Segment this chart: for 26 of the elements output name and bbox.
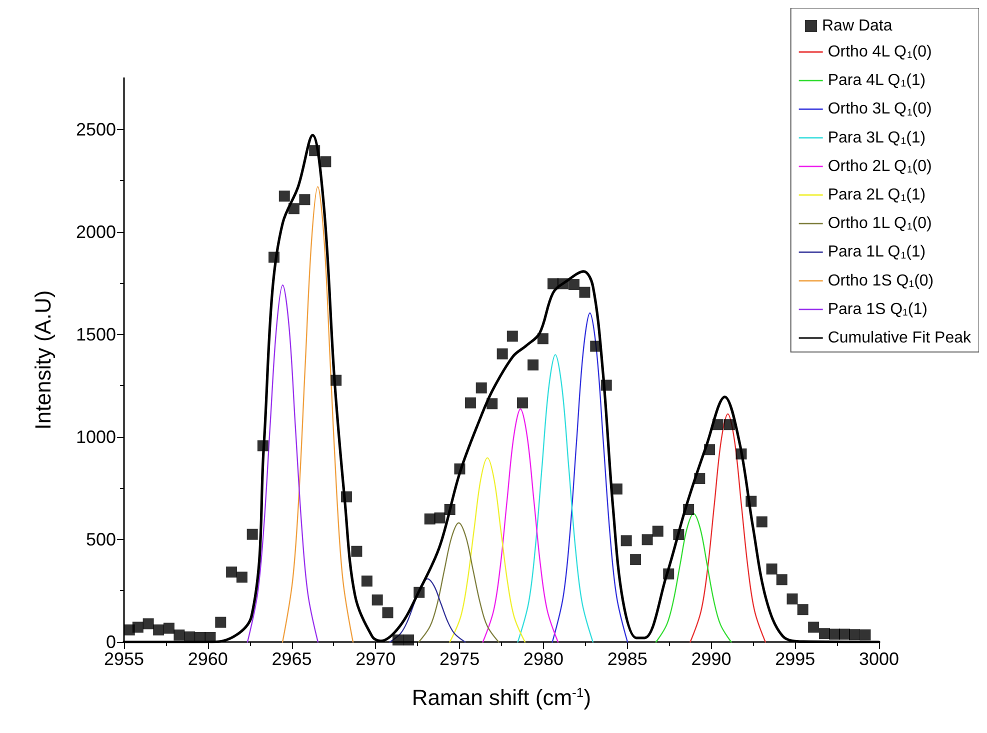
x-tick-label: 2995 — [775, 649, 816, 669]
y-axis-title: Intensity (A.U) — [30, 290, 56, 430]
line-series — [282, 186, 354, 643]
x-tick-label: 2970 — [356, 649, 396, 669]
x-tick-label: 3000 — [858, 649, 900, 669]
y-tick-label: 2500 — [76, 119, 116, 140]
y-tick-label: 2000 — [76, 222, 116, 242]
y-tick-label: 0 — [106, 632, 116, 652]
x-tick-label: 2980 — [523, 649, 564, 669]
x-tick-label: 2965 — [272, 649, 312, 669]
x-tick-label: 2955 — [104, 649, 144, 669]
y-tick-label: 500 — [86, 529, 116, 550]
y-tick-label: 1500 — [76, 324, 116, 344]
x-tick-label: 2985 — [607, 649, 648, 669]
line-series — [449, 457, 526, 643]
x-tick-label: 2990 — [691, 649, 732, 669]
legend-label: Raw Data — [822, 18, 892, 34]
line-series — [517, 354, 594, 643]
line-series — [246, 284, 319, 643]
y-tick-label: 1000 — [76, 426, 116, 447]
line-series — [418, 522, 500, 643]
x-tick-label: 2975 — [440, 649, 480, 669]
line-series — [552, 312, 628, 643]
line-series — [690, 413, 766, 643]
x-tick-label: 2960 — [188, 649, 228, 669]
legend-label: Cumulative Fit Peak — [828, 330, 972, 346]
